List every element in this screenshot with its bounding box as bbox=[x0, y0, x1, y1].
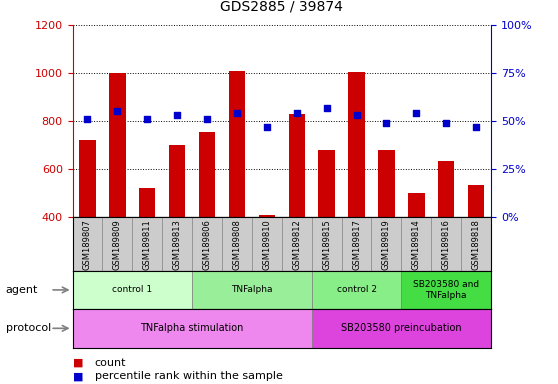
Text: GSM189806: GSM189806 bbox=[203, 219, 211, 270]
Text: GSM189807: GSM189807 bbox=[83, 219, 92, 270]
Text: GSM189810: GSM189810 bbox=[262, 219, 271, 270]
Bar bbox=[258, 215, 275, 217]
Text: count: count bbox=[95, 358, 126, 368]
Text: ■: ■ bbox=[73, 371, 86, 381]
Point bbox=[262, 124, 271, 130]
Text: percentile rank within the sample: percentile rank within the sample bbox=[95, 371, 283, 381]
Text: GDS2885 / 39874: GDS2885 / 39874 bbox=[220, 0, 343, 13]
Point bbox=[292, 110, 301, 116]
Text: GSM189815: GSM189815 bbox=[322, 219, 331, 270]
Text: GSM189818: GSM189818 bbox=[472, 219, 480, 270]
Text: GSM189819: GSM189819 bbox=[382, 219, 391, 270]
Text: GSM189817: GSM189817 bbox=[352, 219, 361, 270]
Text: GSM189811: GSM189811 bbox=[143, 219, 152, 270]
Bar bbox=[319, 150, 335, 217]
Point bbox=[322, 104, 331, 111]
Bar bbox=[288, 114, 305, 217]
Text: agent: agent bbox=[6, 285, 38, 295]
Bar bbox=[312, 271, 401, 309]
Text: protocol: protocol bbox=[6, 323, 51, 333]
Point bbox=[472, 124, 480, 130]
Bar bbox=[139, 188, 156, 217]
Text: TNFalpha: TNFalpha bbox=[231, 285, 273, 295]
Point bbox=[83, 116, 92, 122]
Bar bbox=[468, 185, 484, 217]
Bar bbox=[109, 73, 126, 217]
Text: control 2: control 2 bbox=[336, 285, 377, 295]
Bar bbox=[199, 132, 215, 217]
Point bbox=[412, 110, 421, 116]
Text: GSM189814: GSM189814 bbox=[412, 219, 421, 270]
Point bbox=[173, 112, 182, 118]
Point bbox=[382, 120, 391, 126]
Point bbox=[233, 110, 242, 116]
Text: GSM189816: GSM189816 bbox=[442, 219, 451, 270]
Text: GSM189809: GSM189809 bbox=[113, 219, 122, 270]
Bar bbox=[438, 161, 454, 217]
Bar bbox=[229, 71, 245, 217]
Bar bbox=[312, 309, 491, 348]
Bar bbox=[378, 150, 395, 217]
Bar bbox=[401, 271, 491, 309]
Bar bbox=[73, 271, 192, 309]
Bar bbox=[169, 145, 185, 217]
Text: GSM189808: GSM189808 bbox=[233, 219, 242, 270]
Point bbox=[203, 116, 211, 122]
Bar bbox=[192, 271, 312, 309]
Point bbox=[442, 120, 451, 126]
Point bbox=[352, 112, 361, 118]
Text: TNFalpha stimulation: TNFalpha stimulation bbox=[141, 323, 244, 333]
Text: SB203580 preincubation: SB203580 preincubation bbox=[341, 323, 461, 333]
Bar bbox=[348, 72, 365, 217]
Text: SB203580 and
TNFalpha: SB203580 and TNFalpha bbox=[413, 280, 479, 300]
Text: ■: ■ bbox=[73, 358, 86, 368]
Text: GSM189813: GSM189813 bbox=[172, 219, 182, 270]
Text: GSM189812: GSM189812 bbox=[292, 219, 301, 270]
Point bbox=[113, 108, 122, 114]
Bar bbox=[408, 193, 425, 217]
Text: control 1: control 1 bbox=[112, 285, 152, 295]
Bar bbox=[79, 140, 96, 217]
Point bbox=[143, 116, 152, 122]
Bar bbox=[73, 309, 312, 348]
